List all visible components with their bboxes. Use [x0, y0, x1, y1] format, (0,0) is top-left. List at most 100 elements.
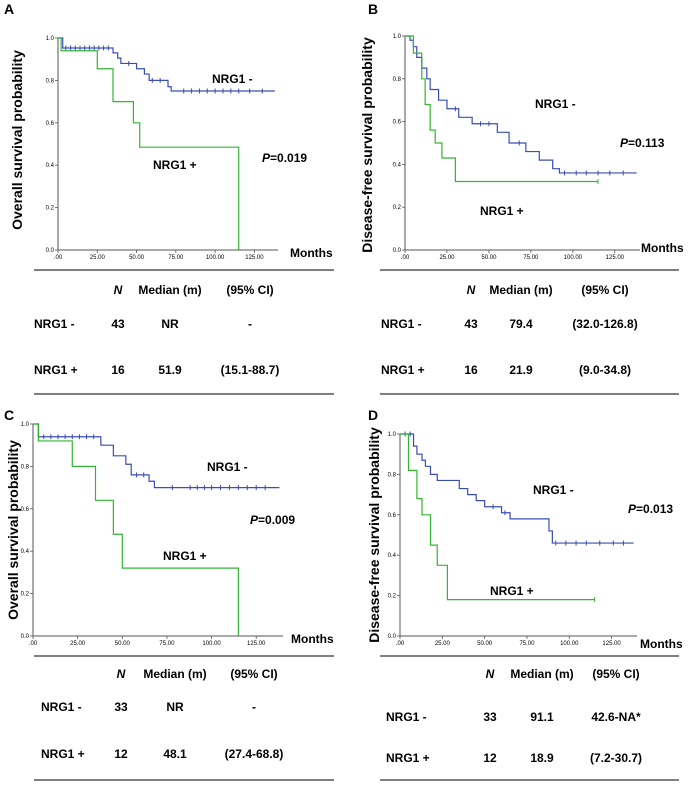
- x-tick-label: 75.00: [523, 255, 539, 261]
- y-tick-label: 0.4: [388, 553, 397, 559]
- panel-letter-D: D: [368, 407, 378, 423]
- y-tick-label: 0.6: [388, 513, 397, 519]
- label-nrg1-negative: NRG1 -: [535, 97, 576, 111]
- y-tick-label: 0.8: [46, 78, 55, 84]
- p-value-symbol: P: [620, 136, 629, 150]
- panel-letter-A: A: [4, 1, 14, 17]
- x-tick-label: 25.00: [439, 255, 455, 261]
- survival-curve-nrg1-positive: [405, 35, 599, 183]
- y-axis-label: Overall survival probability: [9, 50, 25, 230]
- x-tick-label: 75.00: [159, 641, 175, 647]
- x-tick-label: 25.00: [90, 255, 106, 261]
- x-tick-label: 50.00: [477, 641, 493, 647]
- x-tick-label: 100.00: [560, 641, 579, 647]
- table-header-n: N: [467, 283, 476, 297]
- p-value-symbol: P: [250, 513, 259, 527]
- x-tick-label: 100.00: [202, 641, 221, 647]
- y-tick-label: 0.2: [21, 592, 30, 598]
- table-header-median: Median (m): [138, 283, 201, 297]
- label-nrg1-negative: NRG1 -: [212, 72, 253, 86]
- table-row-median: 91.1: [530, 710, 554, 724]
- table-row-group: NRG1 +: [34, 363, 78, 377]
- y-tick-label: 0.6: [21, 507, 30, 513]
- survival-curve-nrg1-positive: [58, 37, 240, 250]
- x-tick-label: .00: [396, 641, 405, 647]
- p-value-number: =0.013: [636, 502, 673, 516]
- table-row-group: NRG1 -: [41, 700, 82, 714]
- y-tick-label: 0.8: [21, 464, 30, 470]
- y-tick-label: 0.2: [46, 206, 55, 212]
- table-row-n: 16: [111, 363, 125, 377]
- table-row-ci: (7.2-30.7): [590, 751, 642, 765]
- x-axis-label: Months: [641, 241, 684, 255]
- table-row-group: NRG1 -: [381, 317, 422, 331]
- table-row-n: 43: [464, 317, 478, 331]
- label-nrg1-positive: NRG1 +: [163, 549, 207, 563]
- table-header-n: N: [114, 283, 123, 297]
- x-axis-label: Months: [640, 637, 683, 651]
- table-header-median: Median (m): [143, 667, 206, 681]
- panel-C: C 0.0 0.2 0.4 0.6 0.8 1.0 .00 25.00 50.00 75.00 100…: [4, 407, 334, 781]
- y-tick-label: 0.6: [393, 120, 402, 126]
- table-header-ci: (95% CI): [230, 667, 277, 681]
- table-row-median: 79.4: [509, 317, 533, 331]
- x-tick-label: .00: [54, 255, 63, 261]
- table-row-ci: (9.0-34.8): [579, 363, 631, 377]
- y-tick-label: 0.8: [393, 77, 402, 83]
- x-axis-label: Months: [290, 246, 333, 260]
- x-tick-label: 50.00: [115, 641, 131, 647]
- label-nrg1-positive: NRG1 +: [490, 584, 534, 598]
- y-tick-label: 1.0: [388, 432, 397, 438]
- table-row-ci: (15.1-88.7): [221, 363, 280, 377]
- p-value-symbol: P: [262, 151, 271, 165]
- panel-A: A 0.0 0.2 0.4 0.6 0.8 1.0 .00 25.00 50.00 75.00 100…: [4, 1, 334, 395]
- table-row-ci: -: [248, 317, 252, 331]
- table-row-group: NRG1 +: [381, 363, 425, 377]
- table-header-median: Median (m): [510, 667, 573, 681]
- x-tick-label: 75.00: [519, 641, 535, 647]
- table-row-median: 51.9: [158, 363, 182, 377]
- table-row-ci: -: [252, 700, 256, 714]
- survival-curve-nrg1-negative: [33, 423, 280, 489]
- p-value: P=0.019: [262, 151, 307, 165]
- p-value-number: =0.113: [628, 136, 665, 150]
- table-row-group: NRG1 -: [386, 710, 427, 724]
- table-row-n: 33: [483, 710, 497, 724]
- table-row-median: NR: [161, 317, 179, 331]
- y-tick-label: 0.0: [21, 634, 30, 640]
- p-value: P=0.009: [250, 513, 295, 527]
- table-row-group: NRG1 +: [386, 751, 430, 765]
- label-nrg1-positive: NRG1 +: [480, 204, 524, 218]
- table-header-n: N: [117, 667, 126, 681]
- table-row-median: 48.1: [163, 747, 187, 761]
- panel-letter-C: C: [4, 407, 14, 423]
- table-row-ci: (27.4-68.8): [225, 747, 284, 761]
- p-value-number: =0.019: [270, 151, 307, 165]
- p-value: P=0.013: [628, 502, 673, 516]
- y-axis-label: Disease-free survival probability: [359, 37, 375, 253]
- x-tick-label: 100.00: [206, 255, 225, 261]
- p-value: P=0.113: [620, 136, 665, 150]
- x-tick-label: 125.00: [247, 641, 266, 647]
- table-row-n: 33: [114, 700, 128, 714]
- y-tick-label: 0.8: [388, 472, 397, 478]
- x-tick-label: 100.00: [564, 255, 583, 261]
- survival-curve-nrg1-positive: [400, 433, 595, 601]
- y-tick-label: 0.4: [46, 163, 55, 169]
- survival-curve-nrg1-negative: [400, 433, 634, 544]
- x-tick-label: 125.00: [602, 641, 621, 647]
- y-axis-label: Disease-free survival probability: [366, 427, 382, 643]
- label-nrg1-positive: NRG1 +: [153, 158, 197, 172]
- y-tick-label: 1.0: [393, 34, 402, 40]
- x-tick-label: 25.00: [70, 641, 86, 647]
- table-header-n: N: [486, 667, 495, 681]
- panel-B: B 0.0 0.2 0.4 0.6 0.8 1.0 .00 25.00 50.00 75.00 100…: [359, 1, 684, 395]
- table-header-median: Median (m): [489, 283, 552, 297]
- label-nrg1-negative: NRG1 -: [207, 460, 248, 474]
- table-row-group: NRG1 -: [34, 317, 75, 331]
- x-tick-label: .00: [401, 255, 410, 261]
- x-tick-label: 50.00: [481, 255, 497, 261]
- table-row-ci: (32.0-126.8): [572, 317, 637, 331]
- survival-curve-nrg1-positive: [33, 423, 239, 636]
- panel-letter-B: B: [368, 1, 378, 17]
